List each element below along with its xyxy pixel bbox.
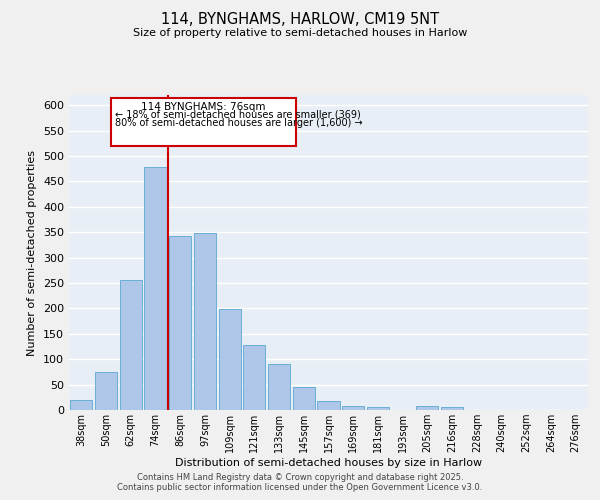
Bar — [268, 364, 290, 410]
X-axis label: Distribution of semi-detached houses by size in Harlow: Distribution of semi-detached houses by … — [175, 458, 482, 468]
FancyBboxPatch shape — [111, 98, 296, 146]
Bar — [95, 372, 117, 410]
Bar — [293, 386, 315, 410]
Text: 80% of semi-detached houses are larger (1,600) →: 80% of semi-detached houses are larger (… — [115, 118, 362, 128]
Bar — [342, 406, 364, 410]
Y-axis label: Number of semi-detached properties: Number of semi-detached properties — [28, 150, 37, 356]
Text: Contains public sector information licensed under the Open Government Licence v3: Contains public sector information licen… — [118, 482, 482, 492]
Bar — [194, 233, 216, 410]
Bar — [317, 401, 340, 410]
Text: ← 18% of semi-detached houses are smaller (369): ← 18% of semi-detached houses are smalle… — [115, 110, 361, 120]
Bar — [119, 280, 142, 410]
Text: Size of property relative to semi-detached houses in Harlow: Size of property relative to semi-detach… — [133, 28, 467, 38]
Bar — [70, 400, 92, 410]
Text: Contains HM Land Registry data © Crown copyright and database right 2025.: Contains HM Land Registry data © Crown c… — [137, 472, 463, 482]
Bar — [218, 310, 241, 410]
Bar — [367, 408, 389, 410]
Text: 114 BYNGHAMS: 76sqm: 114 BYNGHAMS: 76sqm — [142, 102, 266, 112]
Bar — [169, 236, 191, 410]
Bar — [416, 406, 439, 410]
Bar — [441, 408, 463, 410]
Bar — [243, 346, 265, 410]
Bar — [145, 167, 167, 410]
Text: 114, BYNGHAMS, HARLOW, CM19 5NT: 114, BYNGHAMS, HARLOW, CM19 5NT — [161, 12, 439, 28]
